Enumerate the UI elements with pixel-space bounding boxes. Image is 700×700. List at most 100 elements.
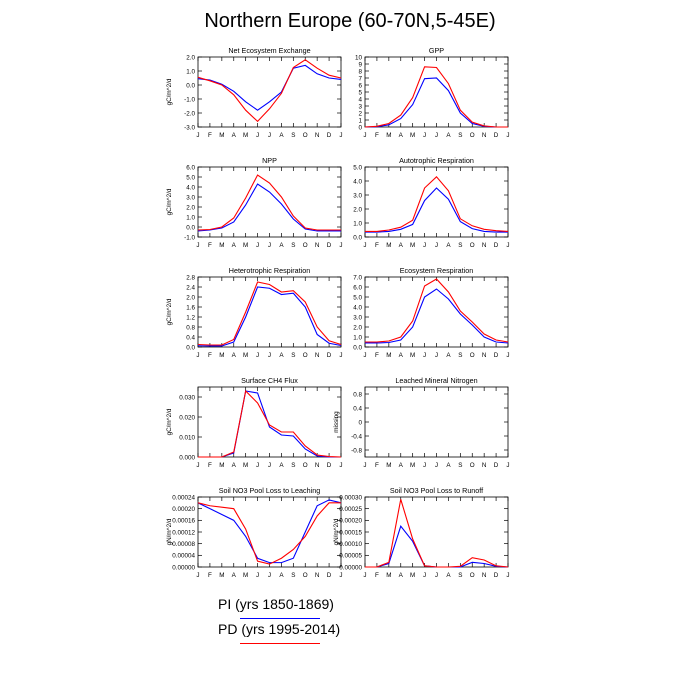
xtick-label: O <box>470 242 475 249</box>
panel-7: Leached Mineral Nitrogen 0.8 0.4 0 -0.4 -0.8 m… <box>333 376 510 469</box>
xtick-label: F <box>375 462 379 469</box>
legend-line-pd <box>240 643 320 644</box>
xtick-label: A <box>279 572 284 579</box>
xtick-label: J <box>506 242 509 249</box>
xtick-label: A <box>446 242 451 249</box>
panel-4: Heterotrophic Respiration 2.8 2.4 2.0 1.6 1.2… <box>166 266 343 359</box>
xtick-label: M <box>243 462 248 469</box>
xtick-label: N <box>482 352 487 359</box>
ytick-label: 3.0 <box>353 314 362 321</box>
xtick-label: J <box>423 462 426 469</box>
ytick-label: 2.4 <box>186 284 195 291</box>
xtick-label: J <box>506 352 509 359</box>
panel-title: Leached Mineral Nitrogen <box>395 376 477 385</box>
xtick-label: M <box>386 132 391 139</box>
series-line-pd <box>365 176 509 232</box>
ytick-label: 0.030 <box>179 394 195 401</box>
xtick-label: J <box>339 572 342 579</box>
ytick-label: 2.0 <box>186 294 195 301</box>
xtick-label: D <box>327 572 332 579</box>
ytick-label: 0.00024 <box>172 494 195 501</box>
ytick-label: 0.00010 <box>339 541 362 548</box>
xtick-label: J <box>196 132 199 139</box>
y-axis-label: gN/m^2/d <box>166 518 173 545</box>
ytick-label: 0.0 <box>353 344 362 351</box>
xtick-label: D <box>327 352 332 359</box>
ytick-label: 3.0 <box>186 194 195 201</box>
xtick-label: J <box>339 242 342 249</box>
xtick-label: S <box>291 462 295 469</box>
ytick-label: 2 <box>358 110 362 117</box>
xtick-label: J <box>423 132 426 139</box>
ytick-label: 2.0 <box>353 324 362 331</box>
xtick-label: M <box>243 352 248 359</box>
ytick-label: 2.0 <box>186 54 195 61</box>
ytick-label: 4.0 <box>186 184 195 191</box>
xtick-label: N <box>482 462 487 469</box>
panel-title: Autotrophic Respiration <box>399 156 474 165</box>
series-line-pd <box>365 499 509 568</box>
xtick-label: J <box>363 352 366 359</box>
ytick-label: 2.0 <box>186 204 195 211</box>
plot-frame <box>364 386 509 458</box>
panel-5: Ecosystem Respiration 7.0 6.0 5.0 4.0 3.0 2.0 1… <box>353 266 509 359</box>
series-line-pi <box>364 77 508 128</box>
ytick-label: 1.0 <box>186 68 195 75</box>
xtick-label: S <box>291 352 295 359</box>
xtick-label: M <box>243 572 248 579</box>
xtick-label: F <box>208 462 212 469</box>
xtick-label: N <box>315 242 320 249</box>
ytick-label: 1.0 <box>186 214 195 221</box>
ytick-label: 0.0 <box>353 234 362 241</box>
xtick-label: M <box>410 352 415 359</box>
xtick-label: O <box>303 352 308 359</box>
ytick-label: 7 <box>358 75 362 82</box>
xtick-label: J <box>196 462 199 469</box>
plot-frame <box>364 276 509 348</box>
xtick-label: J <box>423 352 426 359</box>
xtick-label: S <box>291 242 295 249</box>
xtick-label: N <box>482 132 487 139</box>
ytick-label: -3.0 <box>184 124 195 131</box>
panel-title: Ecosystem Respiration <box>400 266 474 275</box>
xtick-label: J <box>256 352 259 359</box>
ytick-label: -2.0 <box>184 110 195 117</box>
xtick-label: J <box>363 462 366 469</box>
xtick-label: A <box>279 132 284 139</box>
y-axis-label: gN/m^2/d <box>333 518 340 545</box>
ytick-label: 0.00025 <box>339 506 362 513</box>
xtick-label: J <box>339 462 342 469</box>
xtick-label: S <box>458 132 462 139</box>
xtick-label: F <box>208 242 212 249</box>
xtick-label: J <box>256 572 259 579</box>
xtick-label: M <box>219 572 224 579</box>
xtick-label: M <box>410 242 415 249</box>
xtick-label: M <box>386 352 391 359</box>
panel-title: GPP <box>429 46 444 55</box>
xtick-label: J <box>435 352 438 359</box>
y-axis-label: gC/m^2/d <box>166 298 173 325</box>
ytick-label: 10 <box>355 54 363 61</box>
ytick-label: 5.0 <box>353 164 362 171</box>
xtick-label: M <box>386 572 391 579</box>
ytick-label: 2.0 <box>353 206 362 213</box>
ytick-label: 0.00020 <box>339 518 362 525</box>
ytick-label: 0.020 <box>179 414 195 421</box>
plot-frame <box>197 56 342 128</box>
legend-label-pd: PD (yrs 1995-2014) <box>218 621 341 637</box>
ytick-label: 0.0 <box>186 344 195 351</box>
y-axis-label: gC/m^2/d <box>166 78 173 105</box>
ytick-label: 0.00020 <box>172 506 195 513</box>
xtick-label: D <box>327 242 332 249</box>
y-axis-label: gC/m^2/d <box>166 408 173 435</box>
xtick-label: O <box>470 352 475 359</box>
xtick-label: N <box>482 572 487 579</box>
xtick-label: M <box>219 242 224 249</box>
panel-title: NPP <box>262 156 277 165</box>
series-line-pi <box>197 499 342 564</box>
xtick-label: D <box>494 462 499 469</box>
xtick-label: S <box>458 572 462 579</box>
xtick-label: J <box>423 242 426 249</box>
xtick-label: N <box>315 132 320 139</box>
xtick-label: N <box>315 352 320 359</box>
